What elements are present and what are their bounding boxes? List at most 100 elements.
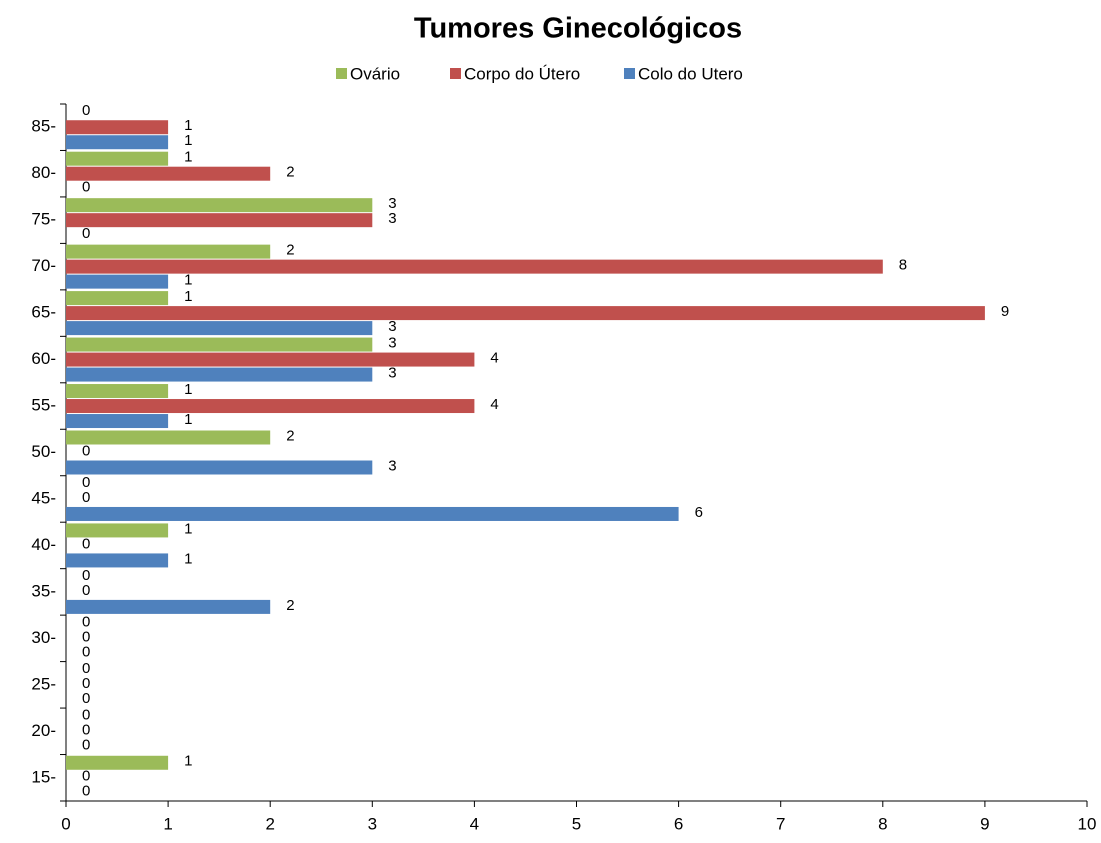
x-tick-label: 10 xyxy=(1078,814,1097,833)
bar xyxy=(66,460,373,475)
data-label: 0 xyxy=(82,706,90,723)
data-label: 0 xyxy=(82,721,90,738)
bar xyxy=(66,599,271,614)
data-label: 0 xyxy=(82,613,90,630)
bar xyxy=(66,120,169,135)
bar xyxy=(66,151,169,166)
y-tick-label: 85- xyxy=(31,117,56,136)
data-label: 0 xyxy=(82,783,90,800)
data-label: 3 xyxy=(388,365,396,382)
x-tick-label: 5 xyxy=(572,814,581,833)
data-label: 0 xyxy=(82,225,90,242)
bar xyxy=(66,337,373,352)
data-label: 0 xyxy=(82,628,90,645)
bar xyxy=(66,274,169,289)
bar xyxy=(66,135,169,150)
data-label: 4 xyxy=(490,350,498,367)
data-label: 0 xyxy=(82,179,90,196)
y-tick-label: 30- xyxy=(31,628,56,647)
data-label: 1 xyxy=(184,132,192,149)
data-label: 0 xyxy=(82,768,90,785)
legend-swatch xyxy=(624,68,635,79)
data-label: 2 xyxy=(286,427,294,444)
data-label: 0 xyxy=(82,567,90,584)
bar xyxy=(66,321,373,336)
data-label: 1 xyxy=(184,753,192,770)
data-label: 1 xyxy=(184,117,192,134)
data-label: 0 xyxy=(82,102,90,119)
x-tick-label: 9 xyxy=(980,814,989,833)
data-label: 1 xyxy=(184,381,192,398)
data-label: 0 xyxy=(82,582,90,599)
x-tick-label: 4 xyxy=(470,814,479,833)
x-tick-label: 3 xyxy=(368,814,377,833)
y-tick-label: 75- xyxy=(31,210,56,229)
x-tick-label: 2 xyxy=(265,814,274,833)
data-label: 0 xyxy=(82,675,90,692)
data-label: 3 xyxy=(388,335,396,352)
data-label: 0 xyxy=(82,660,90,677)
data-label: 9 xyxy=(1001,303,1009,320)
bar xyxy=(66,523,169,538)
bar xyxy=(66,166,271,181)
chart-title: Tumores Ginecológicos xyxy=(414,13,742,45)
bar xyxy=(66,367,373,382)
data-label: 0 xyxy=(82,736,90,753)
y-tick-label: 50- xyxy=(31,442,56,461)
legend-swatch xyxy=(336,68,347,79)
legend-swatch xyxy=(450,68,461,79)
x-tick-label: 7 xyxy=(776,814,785,833)
y-tick-label: 60- xyxy=(31,349,56,368)
y-tick-label: 15- xyxy=(31,767,56,786)
bar xyxy=(66,506,679,521)
data-label: 1 xyxy=(184,149,192,166)
y-tick-label: 55- xyxy=(31,396,56,415)
y-tick-label: 40- xyxy=(31,535,56,554)
data-label: 2 xyxy=(286,597,294,614)
data-label: 0 xyxy=(82,474,90,491)
data-label: 0 xyxy=(82,643,90,660)
bar xyxy=(66,291,169,306)
data-label: 8 xyxy=(899,257,907,274)
bar xyxy=(66,553,169,568)
legend-label: Ovário xyxy=(350,64,400,83)
data-label: 4 xyxy=(490,396,498,413)
data-label: 3 xyxy=(388,318,396,335)
data-label: 3 xyxy=(388,210,396,227)
x-tick-label: 6 xyxy=(674,814,683,833)
data-label: 0 xyxy=(82,535,90,552)
bar xyxy=(66,414,169,429)
bar xyxy=(66,198,373,213)
x-tick-label: 8 xyxy=(878,814,887,833)
bar xyxy=(66,399,475,414)
data-label: 2 xyxy=(286,242,294,259)
y-tick-label: 25- xyxy=(31,674,56,693)
data-label: 6 xyxy=(695,504,703,521)
data-label: 3 xyxy=(388,195,396,212)
data-label: 0 xyxy=(82,442,90,459)
y-tick-label: 20- xyxy=(31,721,56,740)
legend-label: Corpo do Útero xyxy=(464,64,580,83)
bar xyxy=(66,213,373,228)
bar xyxy=(66,244,271,259)
data-label: 1 xyxy=(184,520,192,537)
x-tick-label: 1 xyxy=(163,814,172,833)
bar xyxy=(66,430,271,445)
data-label: 1 xyxy=(184,288,192,305)
y-tick-label: 35- xyxy=(31,581,56,600)
data-label: 2 xyxy=(286,164,294,181)
data-label: 1 xyxy=(184,411,192,428)
y-tick-label: 65- xyxy=(31,303,56,322)
y-tick-label: 80- xyxy=(31,163,56,182)
data-label: 0 xyxy=(82,489,90,506)
y-tick-label: 70- xyxy=(31,256,56,275)
bar xyxy=(66,259,883,274)
bar xyxy=(66,755,169,770)
bar xyxy=(66,352,475,367)
data-label: 1 xyxy=(184,272,192,289)
bar xyxy=(66,384,169,399)
y-tick-label: 45- xyxy=(31,488,56,507)
bar xyxy=(66,306,985,321)
data-label: 3 xyxy=(388,457,396,474)
